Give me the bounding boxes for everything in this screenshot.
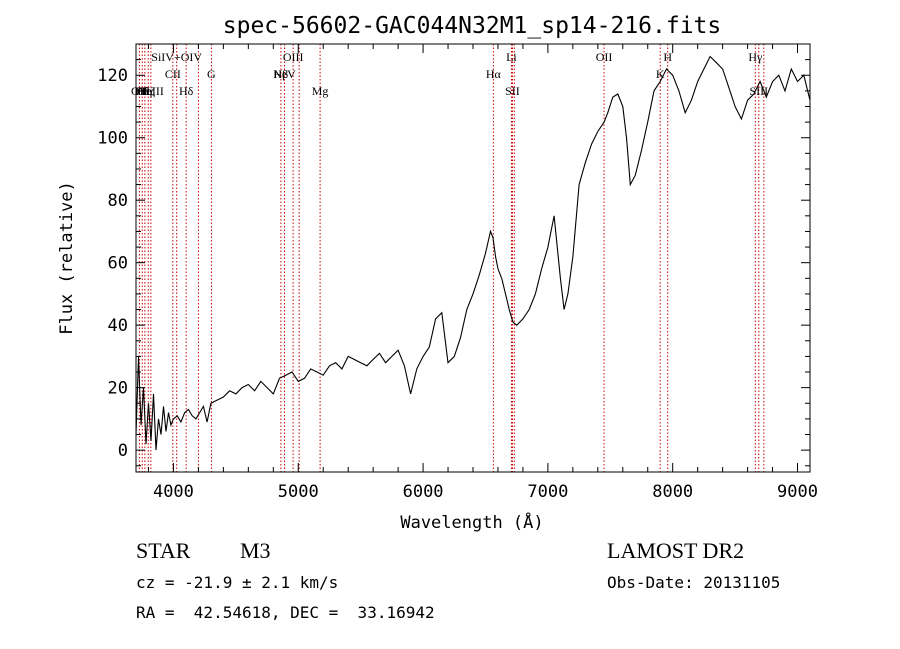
line-marker-label: SiIV+OIV [151, 50, 202, 64]
line-marker-label: Mg [312, 84, 329, 98]
x-tick-label: 4000 [153, 482, 194, 502]
line-marker-label: OII [596, 50, 613, 64]
y-axis-label: Flux (relative) [57, 181, 77, 335]
line-marker-label: Hη [137, 84, 152, 98]
y-tick-label: 100 [97, 129, 128, 149]
x-axis-label: Wavelength (Å) [400, 511, 543, 533]
y-tick-label: 80 [108, 191, 128, 211]
spectrum-line [135, 55, 811, 451]
line-marker-label: SIII [749, 84, 768, 98]
redshift-readout: cz = -21.9 ± 2.1 km/s [136, 573, 339, 592]
x-tick-label: 5000 [278, 482, 319, 502]
line-marker-label: Hγ [748, 50, 763, 64]
x-tick-label: 9000 [777, 482, 818, 502]
obs-date: Obs-Date: 20131105 [607, 573, 781, 592]
line-marker-label: Hβ [274, 67, 289, 81]
y-tick-label: 40 [108, 316, 128, 336]
line-marker-label: OIII [283, 50, 304, 64]
line-marker-label: H [663, 50, 672, 64]
plot-frame [135, 43, 811, 473]
line-markers [138, 44, 765, 472]
line-marker-label: SII [505, 84, 520, 98]
line-marker-label: Hα [486, 67, 502, 81]
y-tick-label: 60 [108, 254, 128, 274]
line-marker-label: K [656, 67, 665, 81]
line-marker-label: Hθ [135, 84, 150, 98]
object-type: STAR [136, 538, 191, 563]
y-tick-label: 20 [108, 379, 128, 399]
survey-label: LAMOST DR2 [607, 538, 745, 563]
subclass: M3 [240, 538, 271, 563]
y-tick-label: 0 [118, 441, 128, 461]
coordinates-readout: RA = 42.54618, DEC = 33.16942 [136, 603, 435, 622]
x-tick-label: 7000 [527, 482, 568, 502]
line-marker-label: Li [506, 50, 517, 64]
chart-title: spec-56602-GAC044N32M1_sp14-216.fits [223, 13, 722, 39]
line-marker-label: CII [165, 67, 181, 81]
line-marker-label: G [207, 67, 216, 81]
x-tick-label: 6000 [403, 482, 444, 502]
line-marker-label: Hδ [179, 84, 194, 98]
line-marker-label: NeV [273, 67, 296, 81]
line-marker-label: Hζ [141, 84, 155, 98]
y-tick-label: 120 [97, 66, 128, 86]
line-marker-label: NeIII [138, 84, 164, 98]
x-tick-label: 8000 [652, 482, 693, 502]
y-axis-ticks: 0 20 40 60 80 100 120 [97, 59, 810, 467]
x-axis-ticks: 4000 5000 6000 7000 8000 9000 [147, 44, 818, 502]
